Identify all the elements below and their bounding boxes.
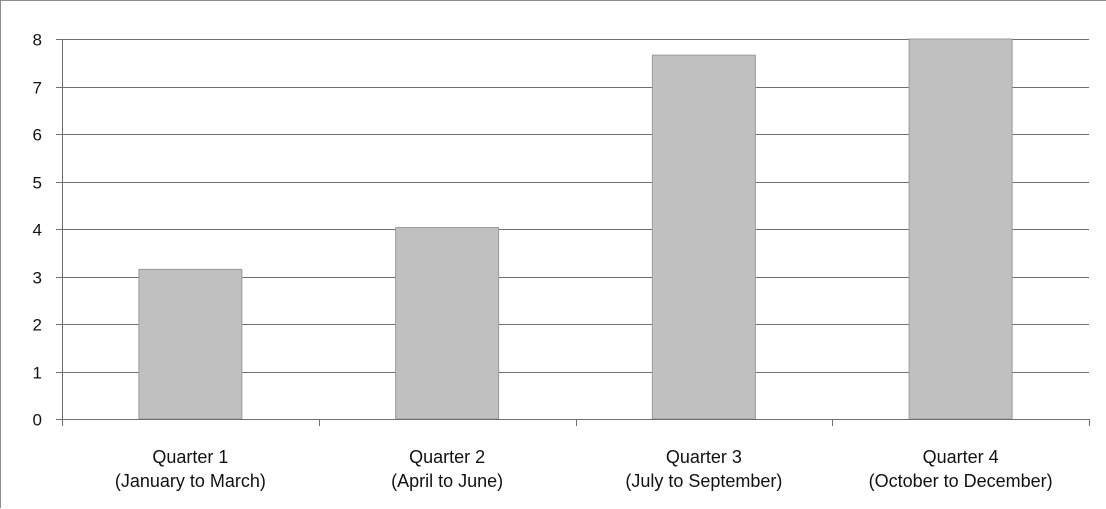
x-tick-labels: Quarter 1 (January to March) Quarter 2 (Apr… xyxy=(115,447,1053,491)
bar-quarter-4 xyxy=(908,38,1013,420)
bars xyxy=(138,38,1013,420)
y-tick-label-7: 7 xyxy=(33,79,42,98)
y-tick-label-5: 5 xyxy=(33,174,42,193)
x-tick-label-line-months: (October to December) xyxy=(869,471,1053,491)
x-tick-label-line-quarter: Quarter 4 xyxy=(923,447,999,467)
y-tick-label-0: 0 xyxy=(33,411,42,430)
x-tick-label-line-quarter: Quarter 2 xyxy=(409,447,485,467)
x-tick-label-line-months: (July to September) xyxy=(625,471,782,491)
bar-quarter-2 xyxy=(395,227,500,420)
y-tick-label-1: 1 xyxy=(33,364,42,383)
axes xyxy=(56,39,1090,426)
y-tick-label-4: 4 xyxy=(33,221,42,240)
x-tick-label-line-months: (January to March) xyxy=(115,471,266,491)
x-tick-label-quarter-4: Quarter 4 (October to December) xyxy=(869,447,1053,491)
y-tick-labels: 0 1 2 3 4 5 6 7 8 xyxy=(33,31,42,430)
y-tick-label-3: 3 xyxy=(33,269,42,288)
x-tick-label-line-quarter: Quarter 3 xyxy=(666,447,742,467)
y-tick-label-8: 8 xyxy=(33,31,42,50)
x-tick-label-quarter-3: Quarter 3 (July to September) xyxy=(625,447,782,491)
bar-quarter-1 xyxy=(138,268,243,420)
y-tick-label-6: 6 xyxy=(33,126,42,145)
x-tick-label-quarter-1: Quarter 1 (January to March) xyxy=(115,447,266,491)
x-tick-label-line-quarter: Quarter 1 xyxy=(152,447,228,467)
x-tick-label-line-months: (April to June) xyxy=(391,471,503,491)
y-tick-label-2: 2 xyxy=(33,316,42,335)
bar-quarter-3 xyxy=(651,54,756,420)
x-tick-label-quarter-2: Quarter 2 (April to June) xyxy=(391,447,503,491)
